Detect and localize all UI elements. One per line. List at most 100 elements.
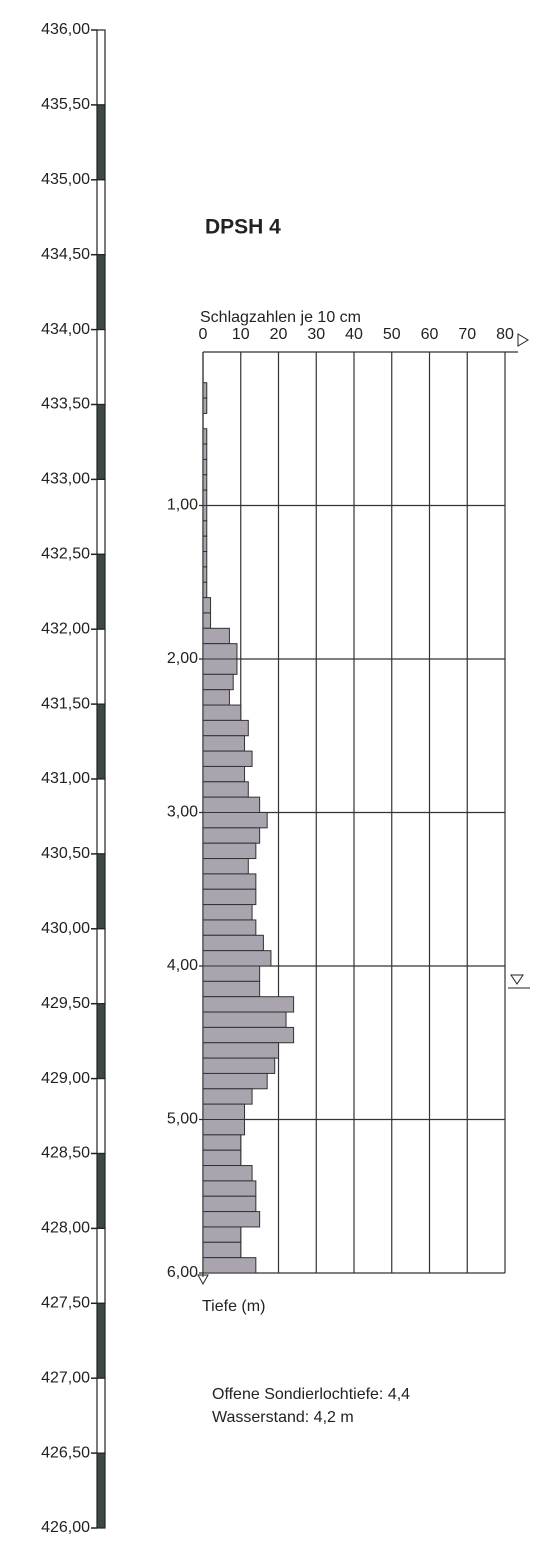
bar (202, 520, 208, 537)
elevation-tick-label: 434,50 (41, 246, 90, 263)
elevation-tick-label: 430,50 (41, 845, 90, 862)
elevation-tick-label: 426,50 (41, 1444, 90, 1461)
bar (202, 597, 212, 614)
elevation-segment (96, 1377, 106, 1454)
bar (202, 458, 208, 476)
bar (202, 888, 257, 906)
bar (202, 873, 257, 890)
bar (202, 796, 261, 814)
elevation-tick-label: 430,00 (41, 920, 90, 937)
bar (202, 551, 208, 568)
bar (202, 827, 261, 844)
bar (202, 505, 208, 522)
bar (202, 842, 257, 860)
elevation-segment (96, 1077, 106, 1155)
elevation-tick-label: 431,00 (41, 770, 90, 787)
bar (202, 750, 253, 767)
y-tick-label: 6,00 (167, 1264, 198, 1281)
elevation-tick-label: 426,00 (41, 1519, 90, 1536)
bar (202, 535, 208, 553)
bar (202, 1088, 253, 1105)
bar (202, 1241, 242, 1259)
bar (202, 428, 208, 445)
elevation-tick-label: 433,50 (41, 396, 90, 413)
bar (202, 1103, 246, 1121)
y-tick-label: 3,00 (167, 804, 198, 821)
x-axis-title: Schlagzahlen je 10 cm (200, 309, 361, 326)
bar (202, 735, 246, 752)
bar (202, 1195, 257, 1213)
elevation-segment (96, 1227, 106, 1304)
bar (202, 934, 264, 952)
bar (202, 643, 238, 660)
elevation-segment (96, 179, 106, 256)
y-tick-label: 1,00 (167, 497, 198, 514)
bar (202, 719, 249, 737)
bar (202, 443, 208, 460)
bar (202, 1257, 257, 1274)
bar (202, 1072, 268, 1090)
elevation-segment (96, 1452, 106, 1529)
elevation-segment (96, 254, 106, 331)
bar (202, 996, 295, 1013)
bar (202, 812, 268, 829)
axis-arrow (517, 333, 529, 347)
annotation: Offene Sondierlochtiefe: 4,4 (212, 1386, 410, 1403)
bar (202, 1226, 242, 1243)
elevation-segment (96, 1302, 106, 1379)
bar (202, 566, 208, 583)
x-tick-label: 10 (232, 326, 250, 343)
x-tick-label: 60 (421, 326, 439, 343)
bar (202, 1119, 246, 1136)
bar (202, 489, 208, 506)
y-axis-title: Tiefe (m) (202, 1298, 265, 1315)
elevation-tick-label: 432,50 (41, 546, 90, 563)
elevation-tick-label: 429,50 (41, 995, 90, 1012)
bar (202, 1180, 257, 1197)
bar (202, 781, 249, 798)
bar (202, 474, 208, 491)
x-tick-label: 50 (383, 326, 401, 343)
elevation-segment (96, 1003, 106, 1080)
elevation-tick-label: 435,50 (41, 96, 90, 113)
bar (202, 965, 261, 982)
bar (202, 1149, 242, 1167)
elevation-tick-label: 428,50 (41, 1145, 90, 1162)
bar (202, 382, 208, 399)
bar (202, 689, 230, 706)
bar (202, 673, 234, 691)
bar (202, 627, 230, 645)
bar (202, 1011, 287, 1028)
bar (202, 1026, 295, 1044)
y-tick-label: 4,00 (167, 957, 198, 974)
elevation-segment (96, 703, 106, 780)
elevation-segment (96, 928, 106, 1005)
elevation-tick-label: 435,00 (41, 171, 90, 188)
elevation-tick-label: 434,00 (41, 321, 90, 338)
bar (202, 765, 246, 783)
y-tick-label: 5,00 (167, 1111, 198, 1128)
bar (202, 950, 272, 967)
elevation-segment (96, 853, 106, 930)
elevation-segment (96, 628, 106, 705)
bar (202, 1211, 261, 1228)
elevation-tick-label: 433,00 (41, 471, 90, 488)
chart-title: DPSH 4 (205, 216, 281, 239)
elevation-segment (96, 553, 106, 630)
elevation-tick-label: 427,50 (41, 1295, 90, 1312)
bar (202, 1042, 279, 1059)
bar (202, 581, 208, 599)
x-tick-label: 40 (345, 326, 363, 343)
x-tick-label: 20 (270, 326, 288, 343)
elevation-segment (96, 778, 106, 855)
bar (202, 1165, 253, 1182)
bar (202, 397, 208, 414)
elevation-tick-label: 427,00 (41, 1369, 90, 1386)
elevation-tick-label: 436,00 (41, 21, 90, 38)
elevation-segment (96, 104, 106, 181)
elevation-tick-label: 428,00 (41, 1220, 90, 1237)
bar (202, 919, 257, 936)
elevation-tick-label: 431,50 (41, 695, 90, 712)
bar (202, 612, 212, 629)
